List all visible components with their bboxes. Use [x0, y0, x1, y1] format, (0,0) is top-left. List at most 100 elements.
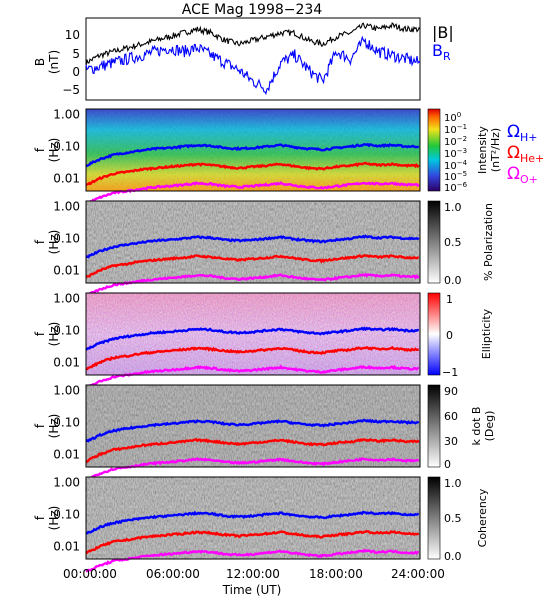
- kdotb-cbtick-90: 90: [444, 385, 458, 398]
- legend-b-r: BR: [432, 41, 451, 63]
- freq-axis-label-unit: (Hz): [47, 138, 61, 163]
- gyrofrequency-h-plus-line: [85, 234, 420, 259]
- kdotb-cb-unit: (Deg): [483, 411, 496, 442]
- freq-axis-label-f: f: [33, 515, 47, 520]
- kdotb-cbtick-0: 0: [444, 458, 451, 471]
- ellipticity-cbtick-m1: −1: [442, 366, 458, 379]
- legend-o-plus: ΩO+: [507, 164, 538, 186]
- freq-tick-label: 1.00: [53, 108, 80, 122]
- bfield-panel: 10 5 0 −5 B (nT) |B| BR: [33, 17, 454, 101]
- freq-axis-label-f: f: [33, 331, 47, 336]
- freq-tick-label: 0.10: [53, 416, 80, 430]
- ellipticity-cbtick-0: 0: [446, 329, 453, 342]
- gyrofrequency-o-plus-line: [85, 457, 420, 481]
- freq-tick-label: 0.10: [53, 140, 80, 154]
- intensity-colorbar: [427, 108, 441, 192]
- gyrofrequency-h-plus-line: [85, 142, 420, 168]
- kdotb-cb-label: k dot B: [470, 407, 483, 446]
- legend-h-plus: ΩH+: [507, 122, 538, 144]
- polarization-cbtick-1: 1.0: [444, 201, 462, 214]
- polarization-colorbar: [427, 200, 441, 284]
- freq-axis-label-unit: (Hz): [47, 506, 61, 531]
- freq-tick-label: 1.00: [53, 200, 80, 214]
- coherency-panel: 1.0 0.5 0.0 Coherency: [85, 476, 489, 573]
- bfield-ytick-m5: −5: [62, 83, 80, 97]
- gyro-legend: ΩH+ ΩHe+ ΩO+: [507, 122, 544, 186]
- ellipticity-cb-label: Ellipticity: [480, 308, 493, 359]
- coherency-colorbar: [427, 476, 441, 560]
- coherency-cbtick-0: 0.0: [444, 550, 462, 563]
- polarization-gyro-lines: [85, 234, 420, 297]
- ellipticity-cbtick-1: 1: [446, 293, 453, 306]
- polarization-panel: 1.0 0.5 0.0 % Polarization: [85, 200, 495, 297]
- kdotb-frame: [85, 384, 421, 468]
- freq-tick-label: 0.10: [53, 232, 80, 246]
- time-tick-6: 06:00:00: [146, 567, 200, 581]
- legend-he-plus: ΩHe+: [507, 143, 544, 165]
- kdotb-cbtick-60: 60: [444, 410, 458, 423]
- polarization-frame: [85, 200, 421, 284]
- kdotb-panel: 90 60 30 0 k dot B (Deg): [85, 384, 496, 481]
- gyrofrequency-o-plus-line: [85, 548, 419, 573]
- kdotb-cbtick-30: 30: [444, 435, 458, 448]
- polarization-cbtick-0: 0.0: [444, 274, 462, 287]
- time-tick-18: 18:00:00: [309, 567, 363, 581]
- coherency-frame: [85, 476, 421, 560]
- freq-axis-label-f: f: [33, 239, 47, 244]
- coherency-cbtick-1: 1.0: [444, 477, 462, 490]
- freq-axis-label-f: f: [33, 147, 47, 152]
- polarization-texture: [86, 201, 420, 283]
- intensity-colorbar-ticks: 100 10−1 10−2 10−3 10−4 10−5 10−6: [444, 111, 468, 194]
- freq-tick-label: 0.01: [53, 263, 80, 277]
- time-axis-label: Time (UT): [222, 583, 282, 597]
- gyrofrequency-h-plus-line: [85, 510, 419, 535]
- freq-axis-label-unit: (Hz): [47, 230, 61, 255]
- intensity-cbtick-5: 10−5: [444, 170, 467, 183]
- intensity-cbtick-1: 10−1: [444, 123, 467, 136]
- time-tick-0: 00:00:00: [63, 567, 117, 581]
- bfield-ylabel-unit: (nT): [47, 50, 61, 74]
- kdotb-colorbar: [427, 384, 441, 468]
- ellipticity-panel: 1 0 −1 Ellipticity: [85, 292, 493, 389]
- coherency-cb-label: Coherency: [476, 488, 489, 547]
- frequency-axis-labels: 1.000.100.01f (Hz)1.000.100.01f (Hz)1.000.…: [33, 108, 80, 554]
- freq-tick-label: 1.00: [53, 384, 80, 398]
- intensity-cbtick-0: 100: [444, 111, 461, 124]
- freq-tick-label: 0.01: [53, 355, 80, 369]
- gyrofrequency-h-plus-line: [85, 326, 420, 351]
- time-tick-12: 12:00:00: [226, 567, 280, 581]
- bfield-ytick-10: 10: [65, 28, 80, 42]
- gyrofrequency-o-plus-line: [85, 181, 420, 206]
- coherency-gyro-lines: [85, 510, 420, 573]
- freq-tick-label: 1.00: [53, 292, 80, 306]
- bfield-ytick-5: 5: [72, 47, 80, 61]
- legend-b-total: |B|: [432, 23, 454, 42]
- freq-tick-label: 0.01: [53, 171, 80, 185]
- ellipticity-frame: [85, 292, 421, 376]
- time-axis: 00:00:00 06:00:00 12:00:00 18:00:00 24:0…: [63, 567, 445, 597]
- freq-axis-label-unit: (Hz): [47, 414, 61, 439]
- intensity-cbtick-4: 10−4: [444, 159, 468, 172]
- figure-title: ACE Mag 1998−234: [182, 2, 323, 18]
- gyrofrequency-he-plus-line: [86, 345, 419, 371]
- intensity-frame: [85, 108, 421, 192]
- freq-tick-label: 0.01: [53, 447, 80, 461]
- intensity-cb-label: Intensity: [476, 126, 489, 174]
- intensity-cb-unit: (nT²/Hz): [489, 128, 502, 172]
- time-tick-24: 24:00:00: [391, 567, 445, 581]
- gyrofrequency-he-plus-line: [85, 161, 420, 186]
- gyrofrequency-he-plus-line: [85, 529, 420, 555]
- intensity-cbtick-3: 10−3: [444, 147, 467, 160]
- freq-tick-label: 0.10: [53, 324, 80, 338]
- bfield-frame: [85, 17, 421, 101]
- freq-tick-label: 0.01: [53, 539, 80, 553]
- gyrofrequency-he-plus-line: [85, 438, 420, 463]
- intensity-panel: 100 10−1 10−2 10−3 10−4 10−5 10−6 Intens…: [85, 108, 544, 206]
- freq-tick-label: 0.10: [53, 508, 80, 522]
- bfield-ylabel-b: B: [33, 58, 47, 66]
- series-b-total-line: [85, 22, 421, 66]
- coherency-cbtick-05: 0.5: [444, 512, 462, 525]
- ellipticity-colorbar: [427, 292, 441, 376]
- kdotb-gyro-lines: [85, 418, 420, 481]
